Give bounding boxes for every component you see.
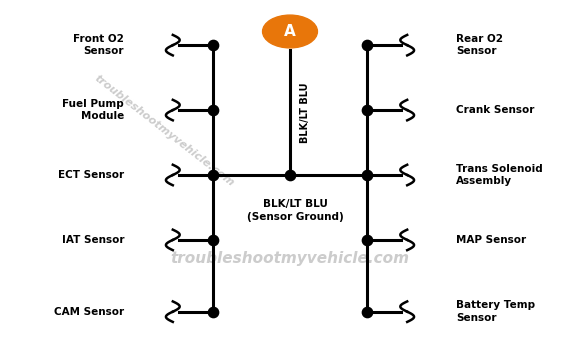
Point (362, 237, 372, 243)
Text: IAT Sensor: IAT Sensor (61, 235, 124, 245)
Text: Rear O2
Sensor: Rear O2 Sensor (456, 34, 503, 56)
Text: troubleshootmyvehicle.com: troubleshootmyvehicle.com (92, 73, 236, 188)
Text: Fuel Pump
Module: Fuel Pump Module (63, 99, 124, 121)
Point (362, 42, 372, 48)
Text: BLK/LT BLU
(Sensor Ground): BLK/LT BLU (Sensor Ground) (247, 199, 344, 222)
Text: CAM Sensor: CAM Sensor (54, 307, 124, 317)
Point (362, 172, 372, 178)
Point (208, 172, 218, 178)
Point (208, 42, 218, 48)
Point (208, 237, 218, 243)
Text: ECT Sensor: ECT Sensor (58, 170, 124, 180)
Circle shape (263, 15, 317, 48)
Text: BLK/LT BLU: BLK/LT BLU (300, 82, 310, 143)
Point (285, 172, 295, 178)
Point (208, 309, 218, 314)
Text: troubleshootmyvehicle.com: troubleshootmyvehicle.com (171, 251, 409, 266)
Text: A: A (284, 24, 296, 39)
Text: Front O2
Sensor: Front O2 Sensor (73, 34, 124, 56)
Text: Crank Sensor: Crank Sensor (456, 105, 534, 115)
Text: Trans Solenoid
Assembly: Trans Solenoid Assembly (456, 164, 542, 186)
Text: Battery Temp
Sensor: Battery Temp Sensor (456, 300, 535, 323)
Point (362, 107, 372, 113)
Text: MAP Sensor: MAP Sensor (456, 235, 526, 245)
Point (362, 309, 372, 314)
Point (208, 107, 218, 113)
